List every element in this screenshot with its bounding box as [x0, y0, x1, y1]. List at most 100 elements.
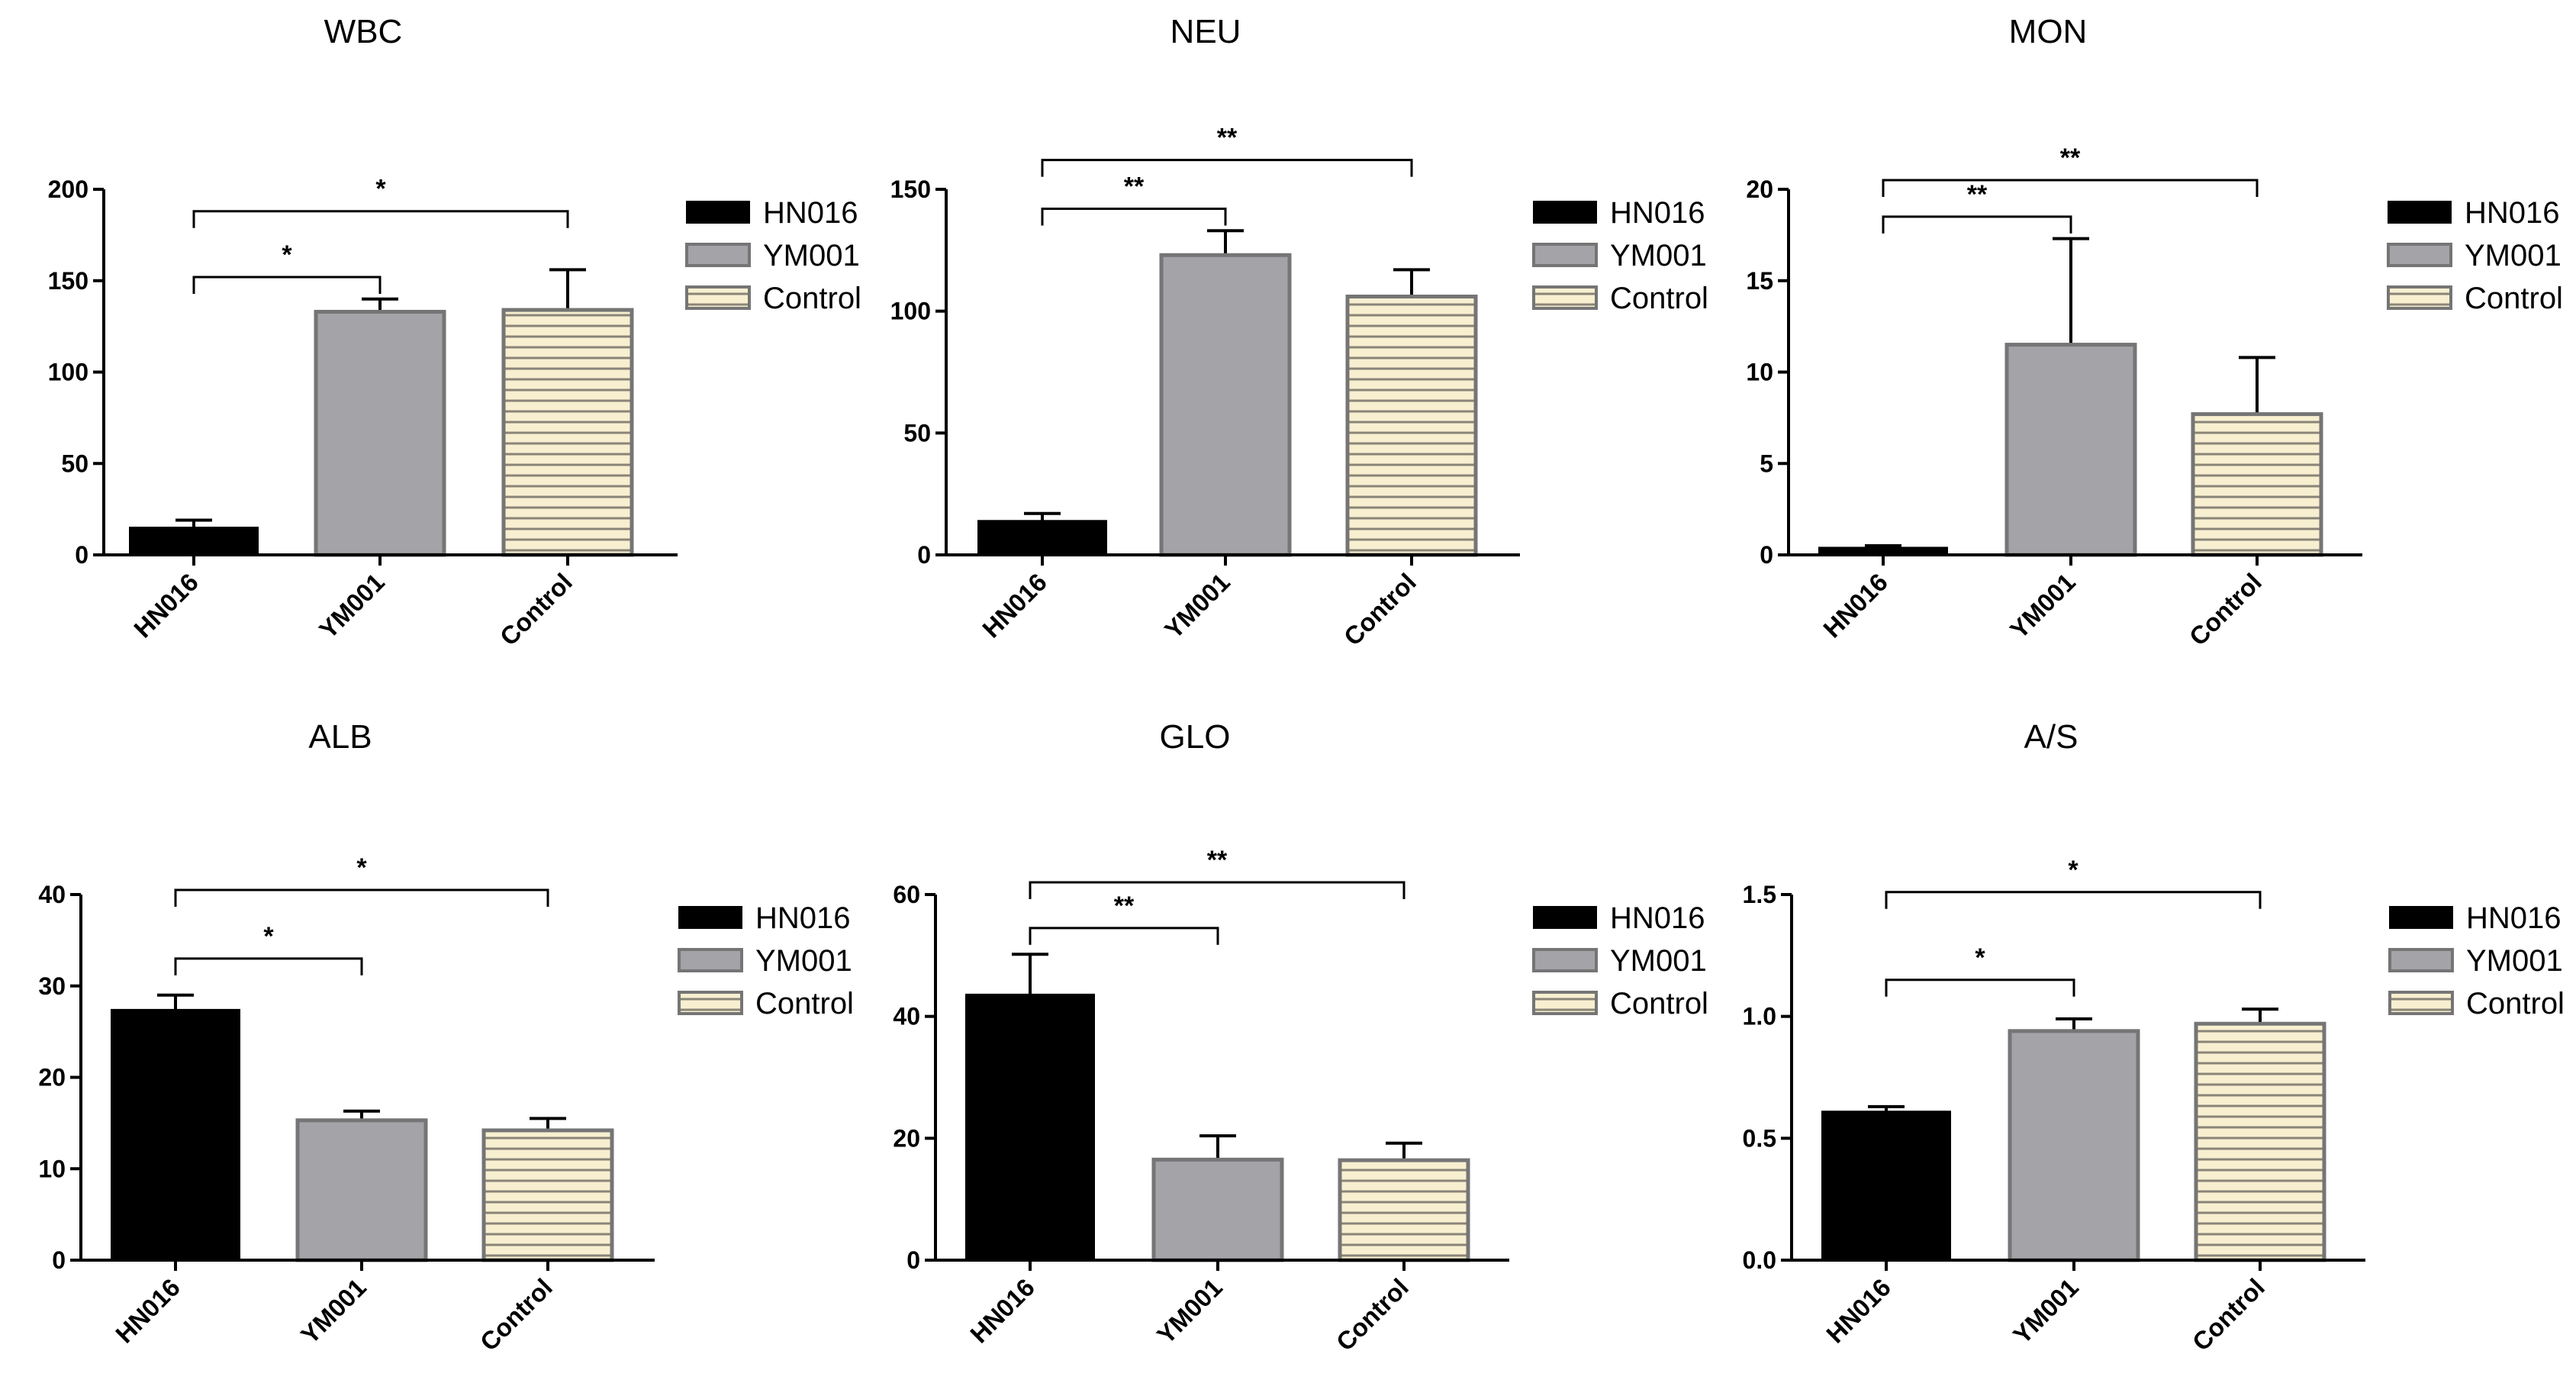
legend-swatch-ym001	[2387, 243, 2452, 267]
chart-panel-glo: GLO 0 20 40 60 HN016 YM001 Control ** ** HN016 YM00…	[893, 718, 1708, 1356]
significance-label: **	[1207, 846, 1228, 875]
legend-label-ym001: YM001	[1610, 944, 1707, 978]
legend: HN016 YM001 Control	[678, 901, 854, 1020]
significance-label: *	[2068, 856, 2079, 885]
legend-label-control: Control	[2465, 282, 2563, 315]
legend-label-hn016: HN016	[763, 196, 858, 230]
bar-ym001	[314, 309, 446, 557]
legend-label-hn016: HN016	[2466, 901, 2562, 935]
chart-title: NEU	[1170, 13, 1241, 50]
legend-swatch-control	[1532, 285, 1598, 310]
legend-label-control: Control	[2466, 987, 2565, 1020]
x-tick-label: HN016	[964, 1273, 1040, 1349]
x-tick-label: Control	[2187, 1273, 2270, 1356]
bar-ym001	[2004, 343, 2137, 557]
significance-label: **	[1217, 124, 1238, 153]
y-tick-label: 200	[48, 176, 89, 203]
x-tick-label: YM001	[295, 1273, 372, 1349]
legend-swatch-ym001	[1532, 243, 1598, 267]
legend-label-ym001: YM001	[2465, 239, 2562, 272]
legend-swatch-control	[2387, 285, 2452, 310]
y-tick-label: 15	[1746, 267, 1773, 295]
significance-bracket	[174, 957, 363, 975]
legend-label-control: Control	[755, 987, 854, 1020]
y-tick-label: 10	[38, 1155, 66, 1182]
x-tick-label: YM001	[2004, 568, 2081, 644]
y-tick-label: 0.0	[1743, 1246, 1776, 1274]
y-tick-label: 40	[38, 881, 66, 908]
x-tick-label: Control	[1338, 568, 1422, 651]
significance-bracket	[1882, 215, 2072, 234]
y-tick-label: 100	[890, 298, 931, 325]
x-tick-label: YM001	[314, 568, 390, 644]
y-tick-label: 0	[1760, 541, 1773, 569]
chart-title: A/S	[2024, 718, 2079, 756]
legend-swatch-control	[1532, 991, 1598, 1015]
significance-bracket	[1885, 891, 2262, 909]
x-tick-label: HN016	[1818, 568, 1893, 643]
x-tick-label: YM001	[1159, 568, 1235, 644]
legend-swatch-control	[685, 285, 751, 310]
x-tick-label: HN016	[977, 568, 1052, 643]
y-tick-label: 0	[917, 541, 931, 569]
legend: HN016 YM001 Control	[2388, 901, 2565, 1020]
y-tick-label: 50	[61, 450, 89, 477]
legend-swatch-hn016	[678, 906, 742, 929]
chart-title: GLO	[1160, 718, 1231, 756]
legend-label-hn016: HN016	[1610, 901, 1705, 935]
bar-ym001	[2008, 1029, 2140, 1262]
bar-hn016	[1821, 1111, 1951, 1261]
significance-bracket	[1029, 927, 1219, 945]
x-tick-label: HN016	[1821, 1273, 1896, 1349]
significance-label: **	[1114, 891, 1135, 920]
y-tick-label: 50	[903, 419, 931, 447]
bar-hn016	[111, 1008, 240, 1261]
legend-label-control: Control	[763, 282, 861, 315]
bar-ym001	[1159, 253, 1292, 557]
y-tick-label: 10	[1746, 359, 1773, 386]
chart-title: ALB	[308, 718, 372, 756]
y-tick-label: 20	[1746, 176, 1773, 203]
bar-control	[481, 1128, 614, 1262]
legend-swatch-ym001	[1532, 948, 1598, 972]
significance-bracket	[192, 210, 569, 228]
legend-label-ym001: YM001	[763, 239, 860, 272]
y-tick-label: 0.5	[1743, 1124, 1776, 1152]
legend: HN016 YM001 Control	[1532, 196, 1708, 315]
significance-bracket	[1041, 159, 1413, 177]
bar-control	[501, 308, 634, 557]
y-tick-label: 20	[38, 1064, 66, 1091]
x-tick-label: YM001	[1151, 1273, 1228, 1349]
significance-label: *	[356, 853, 367, 882]
bar-control	[1345, 295, 1478, 557]
legend-swatch-ym001	[685, 243, 751, 267]
y-tick-label: 0	[52, 1246, 66, 1274]
significance-label: **	[2060, 143, 2081, 172]
y-tick-label: 60	[893, 881, 920, 908]
y-tick-label: 5	[1760, 450, 1773, 477]
y-tick-label: 150	[48, 267, 89, 295]
significance-label: *	[282, 240, 292, 269]
chart-panel-wbc: WBC 0 50 100 150 200 HN016 YM001 Control * * HN016 Y…	[48, 13, 861, 651]
x-tick-label: Control	[494, 568, 578, 651]
y-tick-label: 0	[75, 541, 89, 569]
legend-swatch-hn016	[686, 201, 750, 224]
legend-swatch-hn016	[1533, 201, 1597, 224]
legend-label-hn016: HN016	[1610, 196, 1705, 230]
significance-bracket	[192, 276, 382, 294]
legend-label-hn016: HN016	[2465, 196, 2560, 230]
y-tick-label: 1.0	[1743, 1003, 1776, 1030]
x-tick-label: HN016	[128, 568, 204, 643]
y-tick-label: 150	[890, 176, 931, 203]
legend-label-ym001: YM001	[755, 944, 852, 978]
legend-swatch-control	[2388, 991, 2454, 1015]
bar-control	[2194, 1021, 2326, 1262]
legend-swatch-hn016	[2388, 201, 2452, 224]
significance-bracket	[1041, 208, 1227, 226]
legend: HN016 YM001 Control	[1532, 901, 1708, 1020]
x-tick-label: YM001	[2008, 1273, 2084, 1349]
x-tick-label: Control	[1331, 1273, 1414, 1356]
significance-bracket	[1029, 881, 1406, 900]
chart-panel-mon: MON 0 5 10 15 20 HN016 YM001 Control ** ** HN016 YM0…	[1746, 13, 2563, 651]
bar-hn016	[977, 520, 1107, 556]
